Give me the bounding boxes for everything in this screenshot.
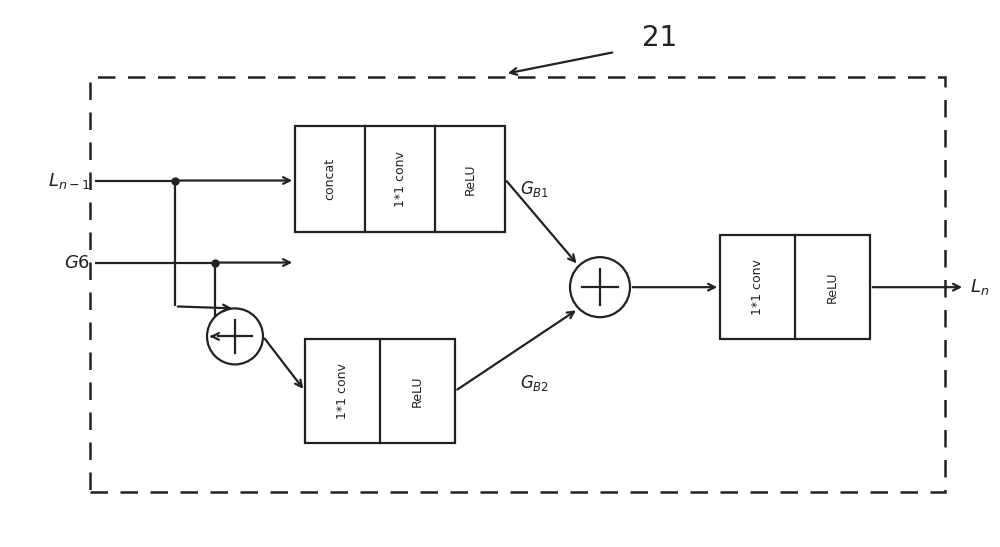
Bar xyxy=(90,77,945,492)
Text: 1*1 conv: 1*1 conv xyxy=(751,259,764,315)
Ellipse shape xyxy=(207,309,263,364)
Bar xyxy=(295,126,505,232)
Text: $L_{n-1}$: $L_{n-1}$ xyxy=(48,171,90,190)
Bar xyxy=(305,339,455,443)
Bar xyxy=(720,235,870,339)
Text: $L_n$: $L_n$ xyxy=(970,277,989,297)
Text: 1*1 conv: 1*1 conv xyxy=(394,151,406,207)
Text: $G_{B2}$: $G_{B2}$ xyxy=(520,373,549,393)
Text: ReLU: ReLU xyxy=(464,164,477,195)
Text: 21: 21 xyxy=(642,24,678,53)
Text: ReLU: ReLU xyxy=(411,375,424,407)
Text: $G_{B1}$: $G_{B1}$ xyxy=(520,179,549,199)
Text: concat: concat xyxy=(323,158,336,200)
Ellipse shape xyxy=(570,257,630,317)
Text: 1*1 conv: 1*1 conv xyxy=(336,363,349,419)
Text: $G6$: $G6$ xyxy=(64,254,90,271)
Text: ReLU: ReLU xyxy=(826,271,839,303)
